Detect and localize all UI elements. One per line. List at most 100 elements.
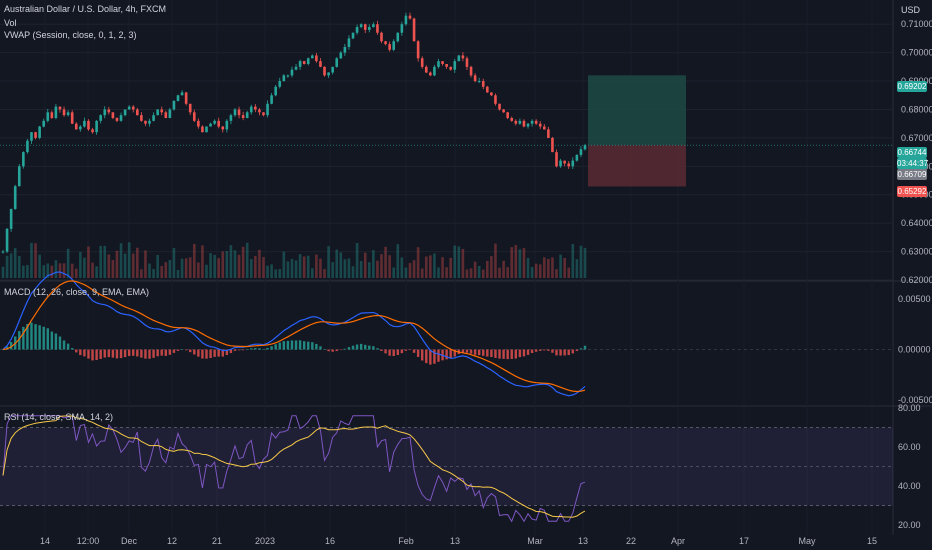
candle-body <box>229 115 233 121</box>
macd-histogram-bar <box>433 349 436 364</box>
volume-bar <box>270 264 273 278</box>
rsi-tick-label: 60.00 <box>898 442 921 452</box>
volume-bar <box>477 265 481 278</box>
candle-body <box>156 109 159 116</box>
macd-histogram-bar <box>26 323 29 350</box>
candle-body <box>38 126 41 138</box>
macd-histogram-bar <box>494 349 497 358</box>
volume-bar <box>217 258 221 278</box>
candle-body <box>54 106 58 118</box>
volume-bar <box>148 263 151 278</box>
candle-body <box>490 92 493 96</box>
volume-bar <box>70 263 74 278</box>
candle-body <box>510 118 514 121</box>
price-tick-label: 0.62000 <box>901 275 932 285</box>
rsi-label: RSI (14, close, SMA, 14, 2) <box>4 412 114 422</box>
volume-bar <box>79 251 82 278</box>
volume-bar <box>518 249 522 278</box>
macd-histogram-bar <box>543 349 546 351</box>
volume-bar <box>58 263 62 278</box>
volume-bar <box>213 254 216 278</box>
candle-body <box>103 109 107 116</box>
macd-histogram-bar <box>197 349 200 357</box>
volume-bar <box>388 255 391 278</box>
macd-histogram-bar <box>127 349 131 357</box>
volume-bar <box>237 254 241 278</box>
candle-body <box>416 41 420 59</box>
candle-body <box>498 103 501 110</box>
macd-histogram-bar <box>563 349 566 356</box>
volume-bar <box>559 254 562 278</box>
candle-body <box>87 120 90 130</box>
macd-histogram-bar <box>111 349 115 358</box>
volume-bar <box>172 247 176 278</box>
volume-bar <box>233 250 237 278</box>
macd-histogram-bar <box>193 349 196 355</box>
candle-body <box>192 112 196 121</box>
candle-body <box>323 66 326 76</box>
volume-bar <box>201 245 204 278</box>
candle-body <box>148 120 151 124</box>
macd-histogram-bar <box>319 346 322 350</box>
volume-bar <box>404 267 408 278</box>
candle-body <box>34 132 37 138</box>
volume-bar <box>408 263 412 278</box>
macd-histogram-bar <box>229 349 233 354</box>
vwap-label: VWAP (Session, close, 0, 1, 2, 3) <box>4 30 137 40</box>
volume-bar <box>481 269 485 278</box>
volume-bar <box>441 257 444 278</box>
macd-histogram-bar <box>429 349 432 365</box>
candle-body <box>205 126 208 133</box>
candle-body <box>526 123 530 127</box>
macd-histogram-bar <box>534 349 538 352</box>
volume-bar <box>241 246 245 278</box>
volume-bar <box>412 260 416 278</box>
candle-body <box>66 112 70 116</box>
macd-histogram-bar <box>9 341 13 350</box>
candle-body <box>473 75 477 82</box>
macd-histogram-bar <box>311 342 314 350</box>
macd-histogram-bar <box>22 326 25 350</box>
candle-body <box>477 81 481 83</box>
volume-bar <box>522 248 526 278</box>
stop-price-badge: 0.65292 <box>897 186 927 197</box>
volume-bar <box>319 258 322 278</box>
volume-bar <box>286 261 290 278</box>
volume-bar <box>91 262 94 278</box>
macd-histogram-bar <box>274 344 277 350</box>
volume-bar <box>30 242 33 278</box>
candle-body <box>119 115 123 121</box>
macd-histogram-bar <box>473 349 477 355</box>
volume-bar <box>469 268 473 278</box>
candle-body <box>543 126 546 130</box>
candle-body <box>286 75 290 77</box>
candle-body <box>168 109 172 118</box>
volume-bar <box>567 267 571 278</box>
macd-histogram-bar <box>461 349 465 353</box>
candle-body <box>343 46 347 53</box>
macd-histogram-bar <box>347 347 351 350</box>
macd-histogram-bar <box>91 349 94 361</box>
volume-bar <box>62 263 66 278</box>
volume-bar <box>54 260 58 278</box>
candle-body <box>274 86 277 96</box>
macd-histogram-bar <box>58 336 62 350</box>
volume-bar <box>160 265 164 278</box>
candle-body <box>469 66 473 76</box>
volume-bar <box>119 243 123 278</box>
candle-body <box>17 166 21 187</box>
time-tick-label: Dec <box>121 536 138 546</box>
macd-histogram-bar <box>437 349 440 362</box>
time-tick-label: 12:00 <box>77 536 100 546</box>
volume-bar <box>351 266 355 278</box>
macd-histogram-bar <box>152 349 155 358</box>
volume-bar <box>278 269 282 278</box>
candle-body <box>351 32 355 39</box>
macd-histogram-bar <box>364 344 367 350</box>
volume-bar <box>437 267 440 278</box>
macd-histogram-bar <box>184 349 188 351</box>
candle-body <box>254 106 257 110</box>
volume-bar <box>298 254 302 278</box>
macd-histogram-bar <box>469 349 473 354</box>
